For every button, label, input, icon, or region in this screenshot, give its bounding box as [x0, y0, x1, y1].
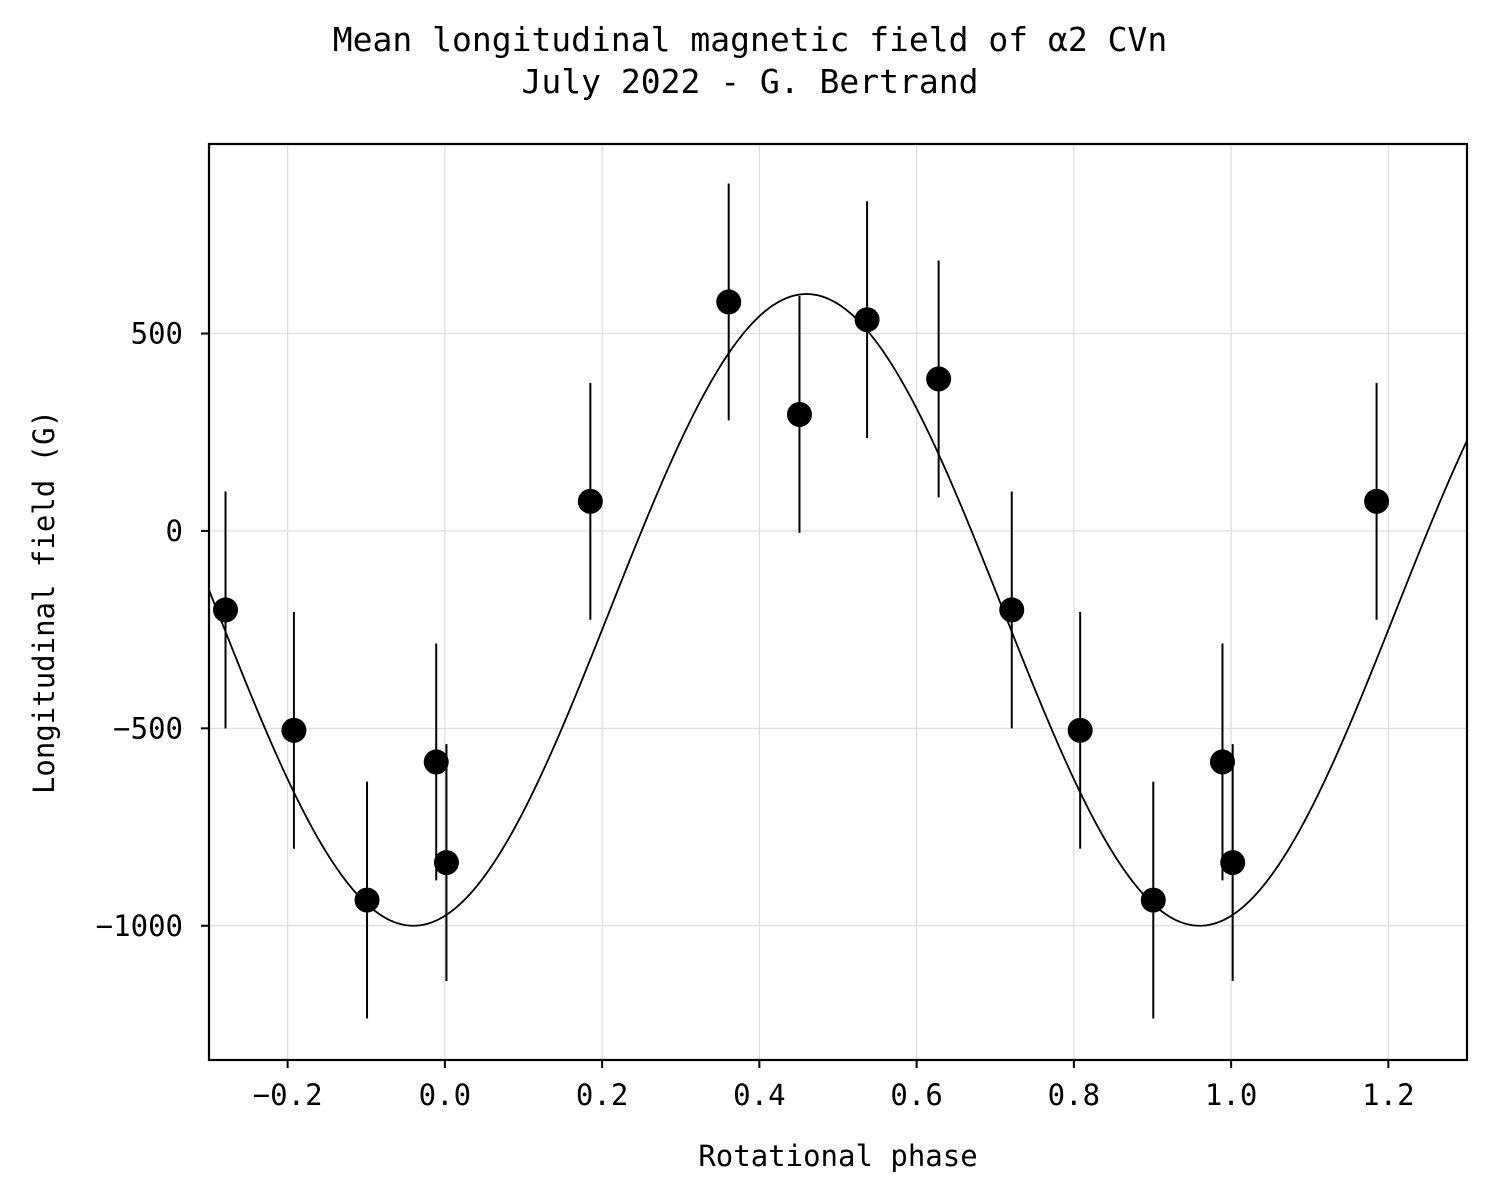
- x-axis-label: Rotational phase: [698, 1139, 977, 1173]
- x-tick-label: −0.2: [253, 1078, 323, 1112]
- data-point: [281, 717, 307, 743]
- fit-curve-layer: [209, 293, 1467, 927]
- data-point: [1209, 749, 1235, 775]
- error-bars: [224, 183, 1378, 1019]
- x-tick-label: 0.8: [1048, 1078, 1100, 1112]
- fit-curve: [209, 293, 1467, 927]
- data-point: [1067, 717, 1093, 743]
- x-tick-label: 0.4: [733, 1078, 785, 1112]
- y-axis-ticks: 500 0 −500 −1000: [96, 317, 209, 943]
- data-point: [854, 307, 880, 333]
- data-point: [999, 597, 1025, 623]
- data-point: [1140, 887, 1166, 913]
- y-tick-label: 500: [131, 317, 183, 351]
- x-tick-label: 0.0: [419, 1078, 471, 1112]
- data-points: [213, 289, 1390, 913]
- y-tick-label: 0: [166, 514, 183, 548]
- x-tick-label: 1.2: [1362, 1078, 1414, 1112]
- plot-frame: [207, 142, 1469, 1062]
- data-point: [577, 488, 603, 514]
- x-tick-label: 1.0: [1205, 1078, 1257, 1112]
- data-point: [786, 401, 812, 427]
- data-point: [433, 850, 459, 876]
- chart-title: Mean longitudinal magnetic field of α2 C…: [333, 20, 1167, 59]
- y-tick-label: −500: [113, 711, 183, 745]
- data-point: [423, 749, 449, 775]
- y-tick-label: −1000: [96, 909, 183, 943]
- x-tick-label: 0.2: [576, 1078, 628, 1112]
- y-axis-label: Longitudinal field (G): [27, 410, 61, 794]
- x-axis-ticks: −0.2 0.0 0.2 0.4 0.6 0.8 1.0 1.2: [253, 1060, 1415, 1112]
- data-point: [926, 366, 952, 392]
- data-point: [716, 289, 742, 315]
- data-point: [354, 887, 380, 913]
- chart-subtitle: July 2022 - G. Bertrand: [522, 62, 979, 101]
- data-point: [213, 597, 239, 623]
- x-tick-label: 0.6: [890, 1078, 942, 1112]
- data-point: [1364, 488, 1390, 514]
- data-point: [1220, 850, 1246, 876]
